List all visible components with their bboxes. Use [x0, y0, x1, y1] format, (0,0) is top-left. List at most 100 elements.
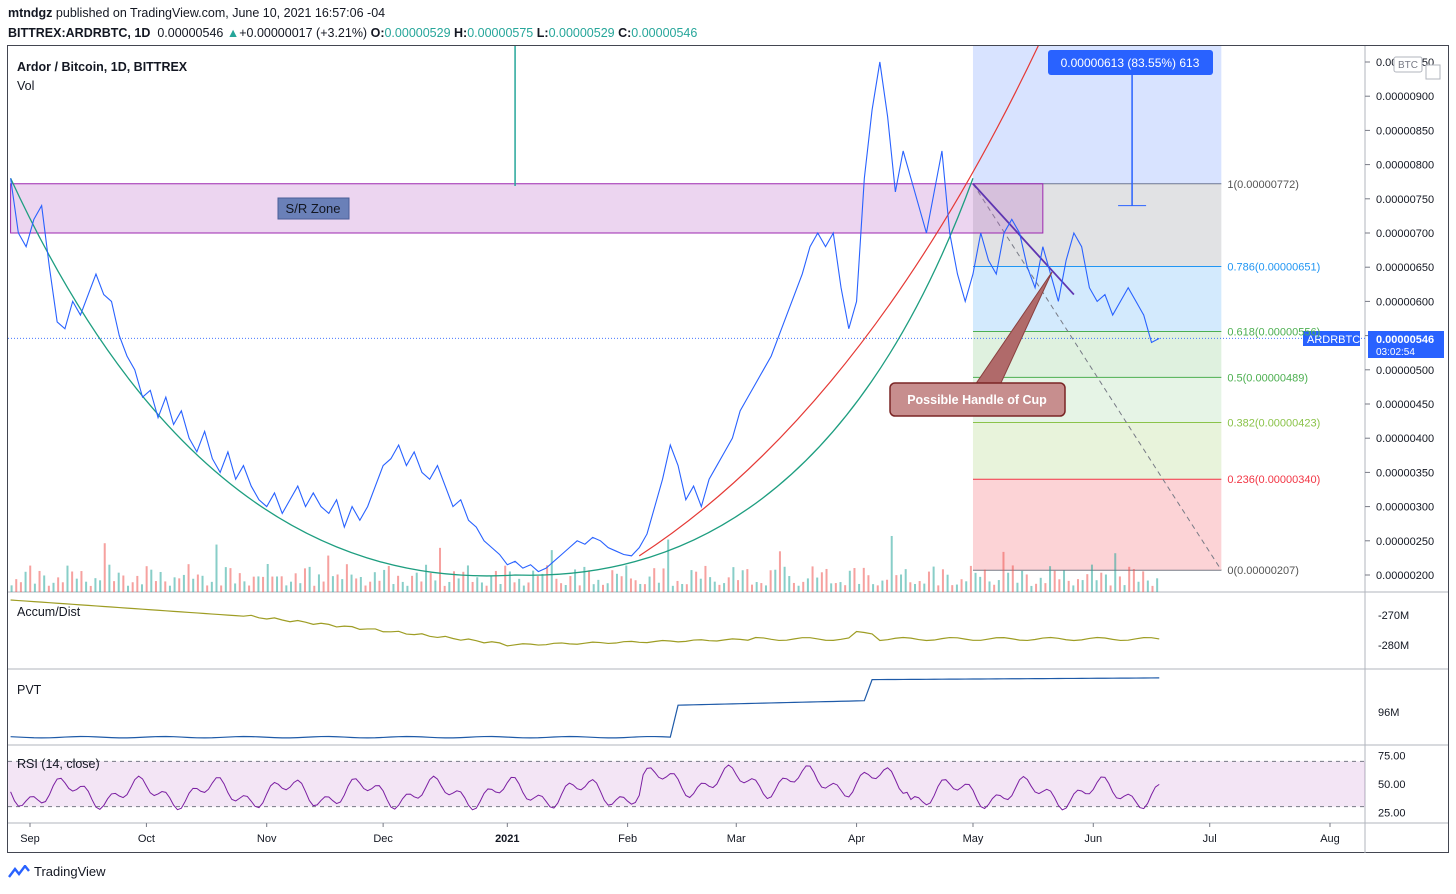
- volume-bar: [657, 582, 660, 592]
- volume-bar: [914, 583, 916, 592]
- volume-bar: [1086, 574, 1089, 592]
- time-tick-label: Aug: [1320, 833, 1340, 845]
- volume-bar: [490, 575, 493, 592]
- volume-bar: [858, 583, 861, 592]
- handle-trend-line[interactable]: [972, 183, 1075, 296]
- volume-bar: [94, 578, 97, 592]
- volume-bar: [448, 581, 451, 592]
- volume-bar: [257, 576, 260, 592]
- volume-bar: [550, 550, 553, 592]
- footer-brand-text: TradingView: [34, 864, 106, 879]
- volume-bar: [504, 565, 507, 592]
- volume-bar: [1072, 585, 1075, 592]
- measure-label-text: 0.00000613 (83.55%) 613: [1061, 56, 1200, 70]
- cup-curve-green[interactable]: [10, 178, 974, 577]
- volume-bar: [979, 576, 982, 592]
- volume-bar: [560, 583, 563, 592]
- volume-bar: [71, 571, 74, 592]
- volume-bar: [75, 578, 78, 592]
- currency-badge[interactable]: [1393, 56, 1423, 73]
- volume-bar: [182, 574, 185, 592]
- volume-bar: [85, 581, 88, 592]
- volume-bar: [671, 585, 674, 592]
- time-tick-label: Sep: [20, 833, 40, 845]
- measure-label-bg[interactable]: [1048, 50, 1213, 75]
- fib-level-label: 0.5(0.00000489): [1227, 372, 1308, 384]
- volume-bar: [611, 570, 614, 592]
- volume-bar: [1118, 576, 1121, 592]
- price-change: +0.00000017 (+3.21%): [239, 26, 368, 40]
- volume-bar: [99, 580, 102, 592]
- fib-level-label: 0.382(0.00000423): [1227, 417, 1320, 429]
- volume-bar: [383, 569, 386, 592]
- volume-bar: [862, 567, 865, 592]
- volume-bar: [844, 585, 847, 592]
- fib-retracement[interactable]: [972, 183, 1222, 571]
- volume-bar: [10, 585, 13, 592]
- volume-bar: [452, 571, 455, 592]
- rsi-band: [8, 761, 1365, 807]
- volume-bar: [24, 571, 27, 592]
- volume-bar: [988, 581, 991, 592]
- volume-bar: [946, 574, 949, 592]
- volume-bar: [476, 577, 479, 592]
- low-label: L:: [536, 26, 549, 40]
- time-tick-label: 2021: [495, 833, 519, 845]
- accum-tick-label: -280M: [1378, 640, 1409, 652]
- sr-zone-label-bg[interactable]: [277, 197, 350, 220]
- volume-bar: [629, 578, 632, 592]
- tradingview-logo-icon: [8, 864, 30, 878]
- last-price-tag-value: 0.00000546: [1376, 334, 1434, 346]
- rsi-tick-label: 50.00: [1378, 779, 1406, 791]
- volume-bar: [1081, 580, 1084, 592]
- volume-bar: [43, 575, 46, 592]
- volume-bar: [927, 571, 930, 592]
- volume-bar: [578, 585, 581, 592]
- volume-bar: [290, 581, 292, 592]
- volume-bar: [196, 574, 199, 592]
- volume-bar: [830, 583, 833, 592]
- cup-curve-red[interactable]: [638, 28, 1046, 557]
- volume-bar: [690, 570, 693, 592]
- volume-bar: [350, 574, 353, 592]
- volume-bar: [266, 564, 269, 592]
- price-tick-label: 0.00000900: [1376, 91, 1434, 103]
- volume-bar: [224, 567, 227, 592]
- volume-bar: [462, 571, 465, 592]
- fib-trend-line[interactable]: [972, 183, 1222, 571]
- volume-bar: [187, 564, 190, 592]
- accum-tick-label: -270M: [1378, 610, 1409, 622]
- price-axis[interactable]: 0.00000200 0.00000250 0.00000300 0.00000350…: [1365, 57, 1434, 582]
- footer-brand[interactable]: TradingView: [8, 864, 106, 879]
- fib-band: [972, 422, 1222, 480]
- sr-zone[interactable]: [10, 183, 1044, 234]
- volume-bar: [792, 582, 795, 592]
- up-arrow-icon: ▲: [226, 26, 240, 40]
- volume-bar: [108, 564, 111, 592]
- volume-bar: [406, 585, 409, 592]
- volume-bar: [285, 585, 288, 592]
- time-tick-label: Jun: [1084, 833, 1102, 845]
- close-label: C:: [618, 26, 632, 40]
- volume-bar: [1156, 578, 1159, 592]
- volume-bar: [778, 551, 781, 592]
- ohlc-bar: BITTREX:ARDRBTC, 1D 0.00000546 ▲+0.00000…: [8, 26, 697, 40]
- volume-bar: [895, 575, 898, 592]
- volume-bar: [127, 585, 130, 592]
- volume-bar: [522, 585, 525, 592]
- cup-curves[interactable]: [10, 28, 1075, 577]
- scale-toggle-icon[interactable]: [1425, 64, 1441, 80]
- price-tick-label: 0.00000600: [1376, 296, 1434, 308]
- volume-bar: [80, 571, 83, 592]
- handle-callout-box[interactable]: [889, 382, 1066, 417]
- volume-bar: [201, 575, 204, 592]
- volume-bar: [727, 577, 730, 592]
- volume-bar: [345, 564, 348, 592]
- time-axis[interactable]: Sep Oct Nov Dec 2021 Feb Mar Apr May Jun Jul Aug: [20, 823, 1340, 845]
- sr-zone-rect[interactable]: [10, 183, 1044, 234]
- volume-bar: [33, 583, 36, 592]
- volume-bar: [811, 566, 814, 592]
- volume-bar: [1100, 572, 1103, 592]
- volume-bar: [1025, 574, 1028, 592]
